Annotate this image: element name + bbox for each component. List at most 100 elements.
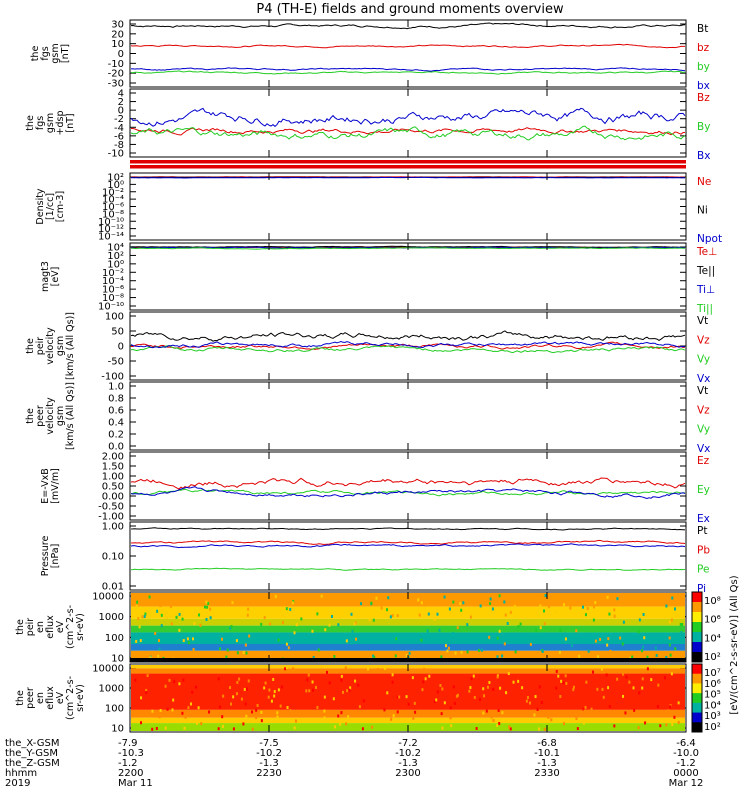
heatmap-cell bbox=[470, 677, 473, 681]
heatmap-cell bbox=[578, 654, 581, 658]
heatmap-cell bbox=[539, 626, 542, 630]
heatmap-cell bbox=[646, 667, 649, 671]
heatmap-cell bbox=[456, 626, 459, 630]
heatmap-cell bbox=[621, 642, 624, 646]
heatmap-cell bbox=[154, 631, 157, 635]
heatmap-cell bbox=[677, 720, 680, 724]
heatmap-cell bbox=[597, 655, 600, 659]
heatmap-cell bbox=[178, 628, 181, 632]
heatmap-cell bbox=[294, 719, 297, 723]
y-tick-label: 10⁻² bbox=[102, 268, 124, 279]
y-tick-label: 10⁻¹⁴ bbox=[98, 232, 124, 243]
colorbar-tick-label: 10⁴ bbox=[704, 700, 721, 711]
heatmap-cell bbox=[469, 686, 472, 690]
series-pb bbox=[130, 539, 686, 545]
heatmap-cell bbox=[473, 695, 476, 699]
heatmap-cell bbox=[670, 618, 673, 622]
heatmap-cell bbox=[440, 712, 443, 716]
heatmap-cell bbox=[656, 705, 659, 709]
heatmap-cell bbox=[564, 674, 567, 678]
heatmap-cell bbox=[139, 639, 142, 643]
heatmap-cell bbox=[580, 598, 583, 602]
heatmap-cell bbox=[608, 612, 611, 616]
heatmap-cell bbox=[316, 706, 319, 710]
legend-pb: Pb bbox=[697, 544, 710, 556]
heatmap-cell bbox=[572, 688, 575, 692]
heatmap-cell bbox=[669, 653, 672, 657]
heatmap-cell bbox=[285, 642, 288, 646]
heatmap-cell bbox=[439, 683, 442, 687]
y-tick-label: 10⁰ bbox=[107, 180, 124, 191]
heatmap-cell bbox=[632, 686, 635, 690]
heatmap-cell bbox=[496, 675, 499, 679]
heatmap-cell bbox=[351, 629, 354, 633]
heatmap-cell bbox=[642, 645, 645, 649]
heatmap-cell bbox=[145, 688, 148, 692]
heatmap-cell bbox=[600, 633, 603, 637]
heatmap-cell bbox=[390, 717, 393, 721]
heatmap-cell bbox=[597, 636, 600, 640]
heatmap-cell bbox=[417, 611, 420, 615]
y-tick-label: 10⁻¹⁰ bbox=[98, 217, 124, 228]
y-axis-label-line: en bbox=[35, 621, 46, 633]
heatmap-cell bbox=[443, 701, 446, 705]
heatmap-cell bbox=[337, 623, 340, 627]
y-axis-label-line: velocity bbox=[45, 397, 56, 435]
heatmap-cell bbox=[446, 649, 449, 653]
heatmap-cell bbox=[535, 629, 538, 633]
heatmap-cell bbox=[454, 651, 457, 655]
heatmap-cell bbox=[396, 710, 399, 714]
heatmap-cell bbox=[277, 638, 280, 642]
heatmap-cell bbox=[168, 678, 171, 682]
heatmap-cell bbox=[543, 727, 546, 731]
heatmap-cell bbox=[489, 597, 492, 601]
y-tick-label: 20 bbox=[111, 29, 124, 40]
heatmap-cell bbox=[562, 681, 565, 685]
heatmap-cell bbox=[276, 715, 279, 719]
heatmap-cell bbox=[344, 666, 347, 670]
heatmap-cell bbox=[455, 694, 458, 698]
heatmap-cell bbox=[424, 677, 427, 681]
heatmap-cell bbox=[205, 617, 208, 621]
y-axis-label-line: en bbox=[35, 692, 46, 704]
heatmap-cell bbox=[594, 717, 597, 721]
axis-row-value: -7.9 bbox=[118, 738, 138, 749]
heatmap-cell bbox=[622, 602, 625, 606]
legend-vt: Vt bbox=[697, 385, 708, 397]
heatmap-cell bbox=[496, 655, 499, 659]
heatmap-cell bbox=[332, 697, 335, 701]
heatmap-cell bbox=[232, 727, 235, 731]
y-axis-label-line: the bbox=[25, 338, 36, 354]
heatmap-cell bbox=[667, 709, 670, 713]
axis-row-label: 2019 bbox=[5, 778, 30, 789]
series-pi bbox=[130, 543, 686, 549]
heatmap-cell bbox=[292, 667, 295, 671]
heatmap-cell bbox=[414, 710, 417, 714]
series-by bbox=[130, 70, 686, 75]
y-tick-label: 10⁻² bbox=[102, 187, 124, 198]
heatmap-cell bbox=[422, 680, 425, 684]
legend-ex: Ex bbox=[697, 513, 710, 525]
panel-3: Density [1/cc] [cm-3]10²10⁰10⁻²10⁻⁴10⁻⁶10⁻… bbox=[35, 172, 722, 245]
heatmap-cell bbox=[141, 615, 144, 619]
heatmap-cell bbox=[622, 620, 625, 624]
heatmap-cell bbox=[285, 607, 288, 611]
heatmap-cell bbox=[596, 687, 599, 691]
heatmap-cell bbox=[501, 711, 504, 715]
heatmap-cell bbox=[591, 670, 594, 674]
heatmap-cell bbox=[405, 695, 408, 699]
heatmap-cell bbox=[187, 706, 190, 710]
heatmap-cell bbox=[181, 617, 184, 621]
colorbar-tick-label: 10⁵ bbox=[704, 690, 721, 701]
series-bz bbox=[130, 43, 685, 49]
legend-te: Te|| bbox=[696, 265, 715, 277]
heatmap-cell bbox=[594, 639, 597, 643]
heatmap-cell bbox=[339, 722, 342, 726]
heatmap-cell bbox=[584, 613, 587, 617]
heatmap-cell bbox=[539, 604, 542, 608]
heatmap-cell bbox=[182, 678, 185, 682]
axis-row-value: Mar 12 bbox=[669, 778, 704, 789]
heatmap-cell bbox=[144, 612, 147, 616]
heatmap-cell bbox=[371, 725, 374, 729]
heatmap-cell bbox=[443, 595, 446, 599]
